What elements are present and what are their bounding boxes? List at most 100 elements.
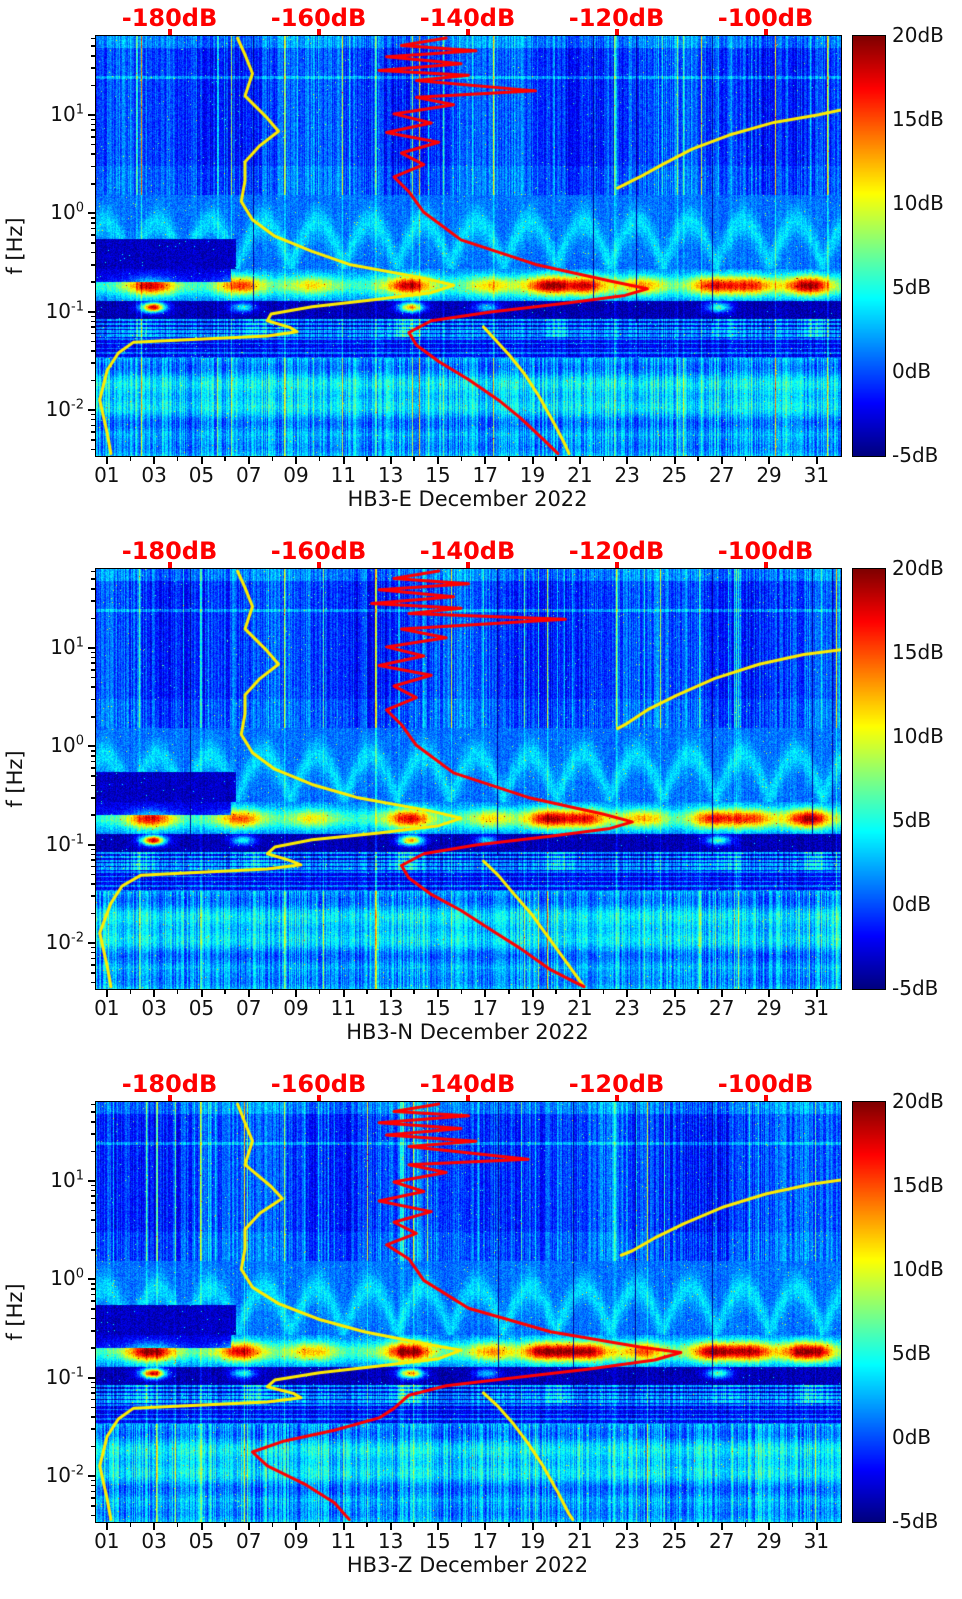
y-axis-minor-tick [91, 1121, 95, 1123]
x-axis-tick [579, 1522, 582, 1530]
x-axis-tick [437, 456, 440, 464]
top-axis-label: -140dB [419, 4, 516, 32]
x-axis-tick [247, 1522, 250, 1530]
y-axis-minor-tick [91, 698, 95, 701]
y-tick-label: 101 [22, 102, 84, 126]
x-axis-tick [673, 989, 676, 997]
top-axis-tick [316, 29, 321, 35]
x-tick-label: 21 [567, 1529, 593, 1553]
colorbar-tick-label: 5dB [892, 275, 932, 299]
y-axis-tick [88, 113, 95, 116]
top-axis-tick [167, 562, 172, 568]
y-axis-minor-tick [91, 165, 95, 168]
top-axis-tick [614, 29, 619, 35]
x-axis-tick [484, 989, 487, 997]
y-axis-minor-tick [91, 1497, 95, 1499]
x-tick-label: 25 [661, 463, 688, 487]
y-tick-base: 10 [45, 831, 72, 856]
top-axis-label: -180dB [121, 4, 218, 32]
x-axis-tick [224, 989, 226, 994]
y-axis-minor-tick [91, 656, 95, 659]
y-axis-minor-tick [91, 797, 95, 799]
y-axis-minor-tick [91, 883, 95, 885]
y-axis-minor-tick [91, 315, 95, 317]
y-tick-base: 10 [50, 634, 76, 659]
top-axis-tick [763, 1095, 768, 1101]
y-axis-minor-tick [91, 578, 95, 580]
y-axis-minor-tick [91, 234, 95, 236]
x-tick-label: 23 [614, 996, 640, 1020]
spectrogram-panel: -180dB -160dB -140dB -120dB -100dB f [Hz] 10… [0, 533, 962, 1066]
y-tick-exp: 1 [75, 635, 84, 651]
y-tick-label: 101 [22, 1168, 84, 1192]
x-tick-label: 03 [141, 463, 167, 487]
y-axis-minor-tick [91, 45, 95, 47]
x-axis-tick [153, 456, 156, 464]
x-axis-tick [768, 1522, 771, 1530]
y-axis-minor-tick [91, 767, 95, 769]
x-axis-tick [602, 989, 605, 994]
x-axis-tick [649, 989, 652, 994]
y-axis-minor-tick [91, 379, 95, 382]
y-axis-minor-tick [91, 895, 95, 897]
y-axis-minor-tick [91, 1479, 95, 1482]
x-axis-tick [555, 989, 557, 994]
x-axis-tick [460, 1522, 463, 1527]
y-tick-exp: -1 [71, 1365, 84, 1381]
y-tick-base: 10 [50, 733, 76, 758]
x-axis-tick [484, 456, 487, 464]
colorbar-tick-label: 0dB [892, 359, 932, 383]
y-tick-base: 10 [50, 1167, 76, 1192]
colorbar-tick-label: 15dB [892, 640, 944, 664]
colorbar-tick-label: -5dB [892, 443, 939, 467]
y-axis-tick [88, 1278, 95, 1281]
x-axis-tick [531, 1522, 534, 1530]
x-axis-tick [484, 1522, 487, 1530]
x-axis-tick [271, 1522, 274, 1527]
y-axis-minor-tick [91, 981, 95, 984]
x-axis-tick [768, 456, 771, 464]
y-axis-minor-tick [91, 362, 95, 364]
colorbar-tick-label: 20dB [892, 23, 944, 47]
y-axis-minor-tick [91, 418, 95, 421]
top-axis-label: -160dB [270, 537, 367, 565]
y-axis-minor-tick [91, 136, 95, 138]
y-tick-exp: -2 [71, 1463, 84, 1479]
y-axis-minor-tick [91, 227, 95, 230]
x-axis-tick [413, 989, 415, 994]
y-tick-base: 10 [50, 200, 76, 225]
x-axis-tick [460, 989, 463, 994]
y-axis-minor-tick [91, 340, 95, 343]
x-axis-tick [555, 456, 557, 461]
top-axis-tick [167, 29, 172, 35]
x-axis-tick [626, 989, 629, 997]
top-axis-label: -120dB [568, 4, 665, 32]
spectrogram-panel: -180dB -160dB -140dB -120dB -100dB f [Hz] 10… [0, 0, 962, 533]
x-axis-tick [247, 989, 250, 997]
x-axis-tick [389, 1522, 392, 1530]
x-axis-tick [200, 989, 203, 997]
x-tick-label: 01 [94, 996, 120, 1020]
x-tick-label: 15 [425, 463, 451, 487]
y-axis-minor-tick [91, 1484, 95, 1487]
y-axis-minor-tick [91, 1381, 95, 1383]
y-axis-tick [88, 942, 95, 945]
y-axis-minor-tick [91, 1195, 95, 1197]
top-axis-label: -140dB [419, 1070, 516, 1098]
y-axis-minor-tick [91, 1392, 95, 1394]
colorbar-tick-label: 15dB [892, 1173, 944, 1197]
y-tick-exp: -2 [71, 930, 84, 946]
y-tick-exp: 0 [75, 733, 84, 749]
y-axis-minor-tick [91, 760, 95, 763]
y-axis-minor-tick [91, 1288, 95, 1290]
x-axis-tick [318, 989, 321, 994]
x-tick-label: 27 [709, 996, 735, 1020]
y-tick-base: 10 [50, 1266, 76, 1291]
y-tick-label: 10-1 [22, 832, 84, 856]
y-axis-minor-tick [91, 1103, 95, 1106]
x-axis-tick [318, 1522, 321, 1527]
panel-title: HB3-N December 2022 [346, 1020, 589, 1044]
x-axis-tick [295, 1522, 298, 1530]
top-axis-label: -160dB [270, 1070, 367, 1098]
y-axis-minor-tick [91, 448, 95, 451]
